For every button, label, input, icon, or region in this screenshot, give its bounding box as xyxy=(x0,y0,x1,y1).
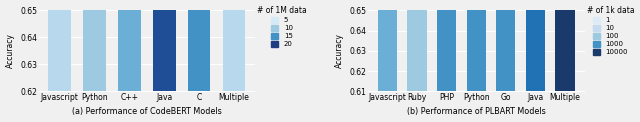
Bar xyxy=(188,0,211,92)
Legend: 5, 10, 15, 20: 5, 10, 15, 20 xyxy=(257,6,307,47)
Bar xyxy=(378,0,397,92)
X-axis label: (a) Performance of CodeBERT Models: (a) Performance of CodeBERT Models xyxy=(72,107,221,116)
Bar xyxy=(408,0,427,92)
Bar xyxy=(556,0,575,92)
Bar xyxy=(118,0,141,92)
X-axis label: (b) Performance of PLBART Models: (b) Performance of PLBART Models xyxy=(407,107,546,116)
Bar xyxy=(153,0,175,92)
Bar xyxy=(437,0,456,92)
Bar xyxy=(496,0,515,92)
Bar xyxy=(223,0,245,92)
Bar xyxy=(526,0,545,92)
Y-axis label: Accuracy: Accuracy xyxy=(6,33,15,68)
Y-axis label: Accuracy: Accuracy xyxy=(335,33,344,68)
Bar xyxy=(49,0,71,92)
Legend: 1, 10, 100, 1000, 10000: 1, 10, 100, 1000, 10000 xyxy=(587,6,634,55)
Bar xyxy=(83,0,106,92)
Bar xyxy=(467,0,486,92)
